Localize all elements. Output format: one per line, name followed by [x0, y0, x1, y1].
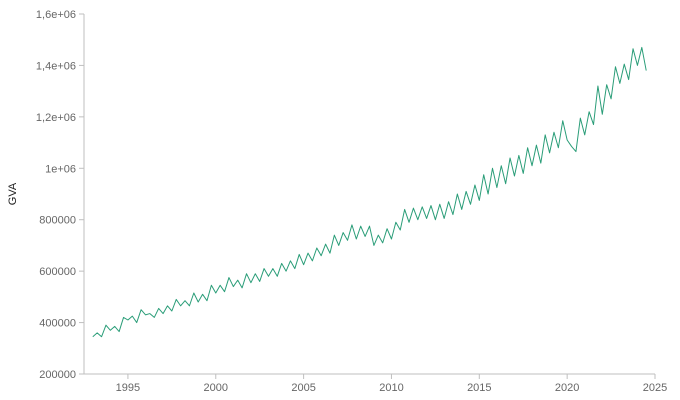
- y-tick-label: 200000: [39, 369, 76, 381]
- y-tick-label: 600000: [39, 266, 76, 278]
- x-axis: 1995 2000 2005 2010 2015 2020 2025: [84, 373, 667, 394]
- x-tick-label: 2005: [291, 382, 315, 394]
- x-tick-label: 2000: [204, 382, 228, 394]
- x-ticks: 1995 2000 2005 2010 2015 2020 2025: [116, 374, 667, 394]
- x-tick-label: 2015: [467, 382, 491, 394]
- series-line-0: [92, 46, 647, 338]
- y-tick-label: 400000: [39, 318, 76, 330]
- x-tick-label: 1995: [116, 382, 140, 394]
- y-ticks: 200000 400000 600000 800000 1e+06 1,2e+06 1,4e…: [36, 9, 84, 381]
- y-tick-label: 1e+06: [45, 163, 76, 175]
- y-axis: 200000 400000 600000 800000 1e+06 1,2e+06 1,4e…: [7, 9, 85, 381]
- y-axis-title: GVA: [7, 182, 19, 205]
- y-tick-label: 1,4e+06: [36, 60, 76, 72]
- x-tick-label: 2010: [379, 382, 403, 394]
- y-tick-label: 1,2e+06: [36, 112, 76, 124]
- x-tick-label: 2025: [643, 382, 667, 394]
- y-tick-label: 1,6e+06: [36, 9, 76, 21]
- series-group: [92, 46, 647, 338]
- x-tick-label: 2020: [555, 382, 579, 394]
- y-tick-label: 800000: [39, 215, 76, 227]
